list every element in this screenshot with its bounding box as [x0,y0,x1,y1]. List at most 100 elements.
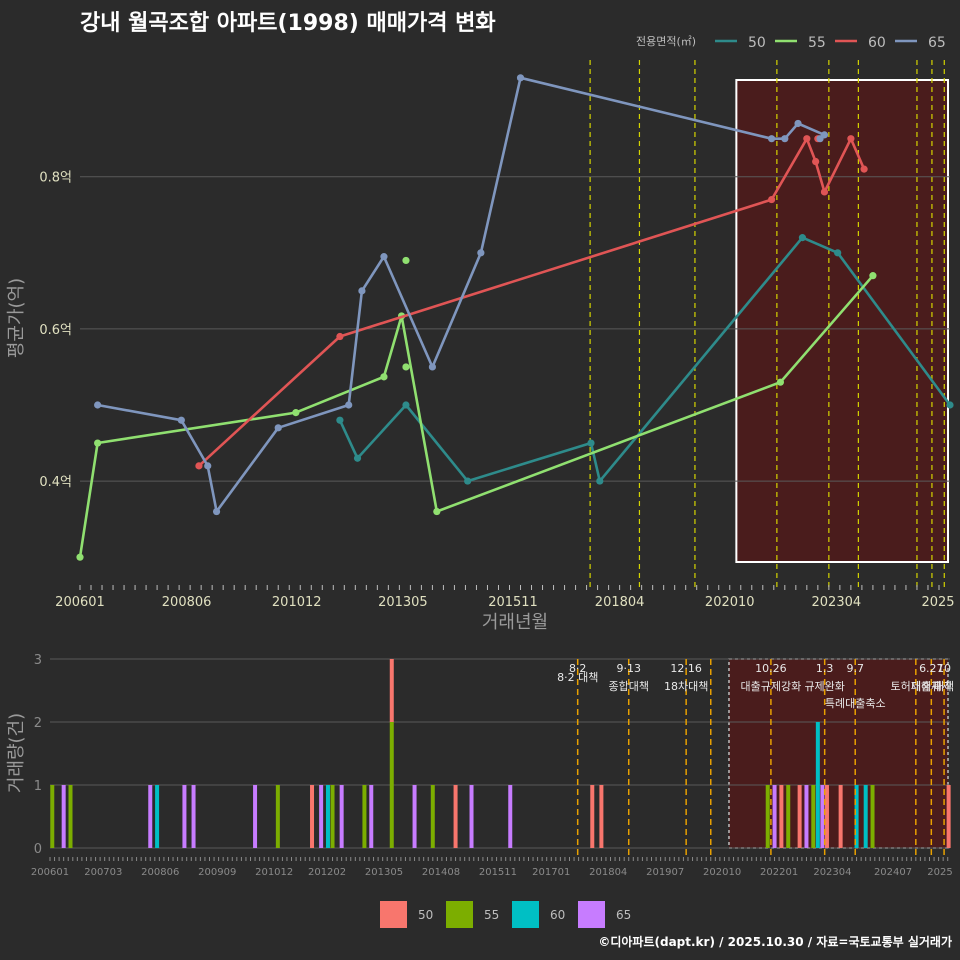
y-tick-label: 1 [34,779,42,794]
volume-bar-55 [870,785,875,848]
volume-bar-65 [191,785,196,848]
x-tick-label: 201804 [589,867,627,878]
volume-bar-50 [453,785,458,848]
bar-legend-swatch-55 [446,901,473,928]
volume-bar-55 [68,785,73,848]
event-label: 대책 [934,680,954,693]
x-tick-label: 201804 [595,595,645,610]
y-tick-label: 0.8억 [39,171,72,186]
data-point-65 [781,135,789,143]
event-date: 12·16 [670,662,702,675]
x-tick-label: 201701 [532,867,570,878]
data-point-60 [767,195,776,204]
event-label: 특례대출축소 [825,697,886,710]
data-point-65 [380,253,388,261]
x-tick-label: 202407 [874,867,912,878]
data-point-65 [794,119,802,128]
x-tick-label: 2025 [927,867,952,878]
series-line-55 [78,274,874,558]
x-tick-label: 201012 [272,595,322,610]
volume-bar-65 [369,785,374,848]
x-tick-label: 200806 [141,867,179,878]
data-point-55 [433,507,441,516]
x-tick-label: 200703 [84,867,122,878]
volume-bar-65 [508,785,513,848]
bar-legend-swatch-50 [380,901,407,928]
y-axis-label: 평균가(억) [6,278,27,358]
volume-bar-65 [772,785,777,848]
volume-bar-65 [148,785,153,848]
series-line-65 [97,76,826,513]
event-date: 9·13 [616,662,641,675]
volume-bar-65 [339,785,344,848]
data-point-60 [195,462,203,470]
y-tick-label: 0 [34,842,42,857]
bar-legend-label-65: 65 [616,908,631,922]
volume-bar-55 [430,785,435,848]
x-tick-label: 202201 [760,867,798,878]
event-date: 8·2 [569,662,587,675]
legend-label-55: 55 [808,35,826,51]
highlight-box-volume [728,658,949,849]
event-date: 9.7 [846,662,864,675]
data-point-60 [860,165,868,173]
data-point-55 [402,363,410,371]
volume-bar-50 [824,785,829,848]
event-label: 토허제해제 [891,679,942,693]
volume-bar-55 [275,785,280,848]
x-tick-label: 201511 [488,595,538,610]
data-point-60 [847,135,855,143]
volume-bar-50 [310,785,315,848]
volume-bar-65 [182,785,187,848]
event-label: 규제완화 [804,680,844,693]
data-point-50 [946,401,954,409]
data-point-50 [798,234,807,242]
x-tick-label: 201012 [255,867,293,878]
data-point-65 [94,401,102,409]
footer-credit: ©디아파트(dapt.kr) / 2025.10.30 / 자료=국토교통부 실… [598,934,952,949]
y-tick-label: 2 [34,716,42,731]
volume-bar-50 [599,785,604,848]
event-label: 대출규제강화 [741,680,802,693]
y-tick-label: 0.6억 [39,323,72,338]
x-tick-label: 2025 [921,595,954,610]
data-point-60 [820,188,829,196]
volume-bar-55 [765,785,770,848]
data-point-65 [816,135,824,143]
highlight-box [735,79,949,563]
x-tick-label: 200909 [198,867,236,878]
volume-bar-50 [590,785,595,848]
data-point-55 [869,272,877,280]
x-tick-label: 200806 [162,595,212,610]
legend-label-50: 50 [748,35,766,51]
chart-title: 강내 월곡조합 아파트(1998) 매매가격 변화 [80,10,496,36]
data-point-50 [464,477,472,485]
data-point-50 [336,416,344,424]
series-line-60 [198,137,866,467]
data-point-65 [358,287,366,295]
y-tick-label: 3 [34,653,42,668]
price-chart: 0.4억 0.6억 0.8억 200601 200806 201012 201305 2015… [6,60,955,633]
volume-bar-65 [820,785,825,848]
data-point-55 [94,439,102,447]
x-tick-label: 201408 [422,867,460,878]
data-point-50 [353,454,362,462]
data-point-65 [428,363,437,371]
event-date: 6.27 [919,662,944,675]
x-tick-label: 201511 [479,867,517,878]
data-point-60 [336,332,344,341]
data-point-65 [516,74,525,82]
y-tick-label: 0.4억 [39,475,72,490]
volume-bar-65 [412,785,417,848]
volume-bar-65 [61,785,66,848]
data-point-65 [477,249,485,257]
volume-bar-55 [50,785,55,848]
volume-bar-55 [786,785,791,848]
bar-legend-label-60: 60 [550,908,565,922]
x-tick-label: 201305 [365,867,403,878]
volume-bar-50 [389,659,394,722]
volume-bar-55 [389,722,394,848]
volume-bar-60 [863,785,868,848]
volume-bar-60 [325,785,330,848]
